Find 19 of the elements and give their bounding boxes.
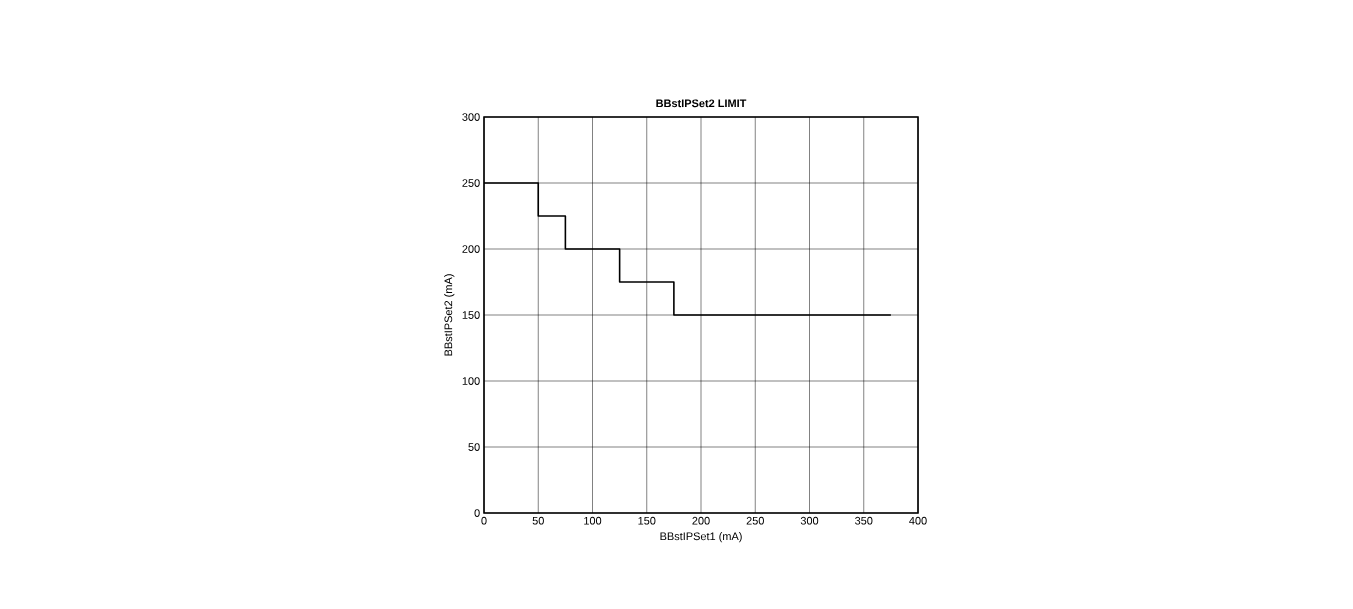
x-tick-label: 300 — [800, 516, 819, 525]
y-tick-label: 250 — [462, 179, 480, 187]
x-tick-label: 150 — [638, 516, 656, 525]
x-tick-label: 50 — [532, 516, 544, 525]
x-tick-label: 200 — [692, 516, 710, 525]
y-tick-label: 100 — [462, 377, 480, 385]
x-tick-label: 250 — [746, 516, 764, 525]
y-tick-label: 300 — [462, 113, 480, 121]
x-tick-label: 0 — [481, 516, 487, 525]
x-tick-label: 350 — [855, 516, 873, 525]
chart-title: BBstIPSet2 LIMIT — [656, 99, 747, 108]
y-tick-label: 200 — [462, 245, 480, 253]
x-tick-label: 400 — [909, 516, 927, 525]
y-tick-label: 0 — [474, 509, 480, 517]
x-axis-title: BBstIPSet1 (mA) — [660, 532, 742, 543]
y-axis-title: BBstIPSet2 (mA) — [444, 274, 455, 356]
y-tick-label: 150 — [462, 311, 480, 319]
y-tick-label: 50 — [468, 443, 480, 451]
x-tick-label: 100 — [584, 516, 602, 525]
